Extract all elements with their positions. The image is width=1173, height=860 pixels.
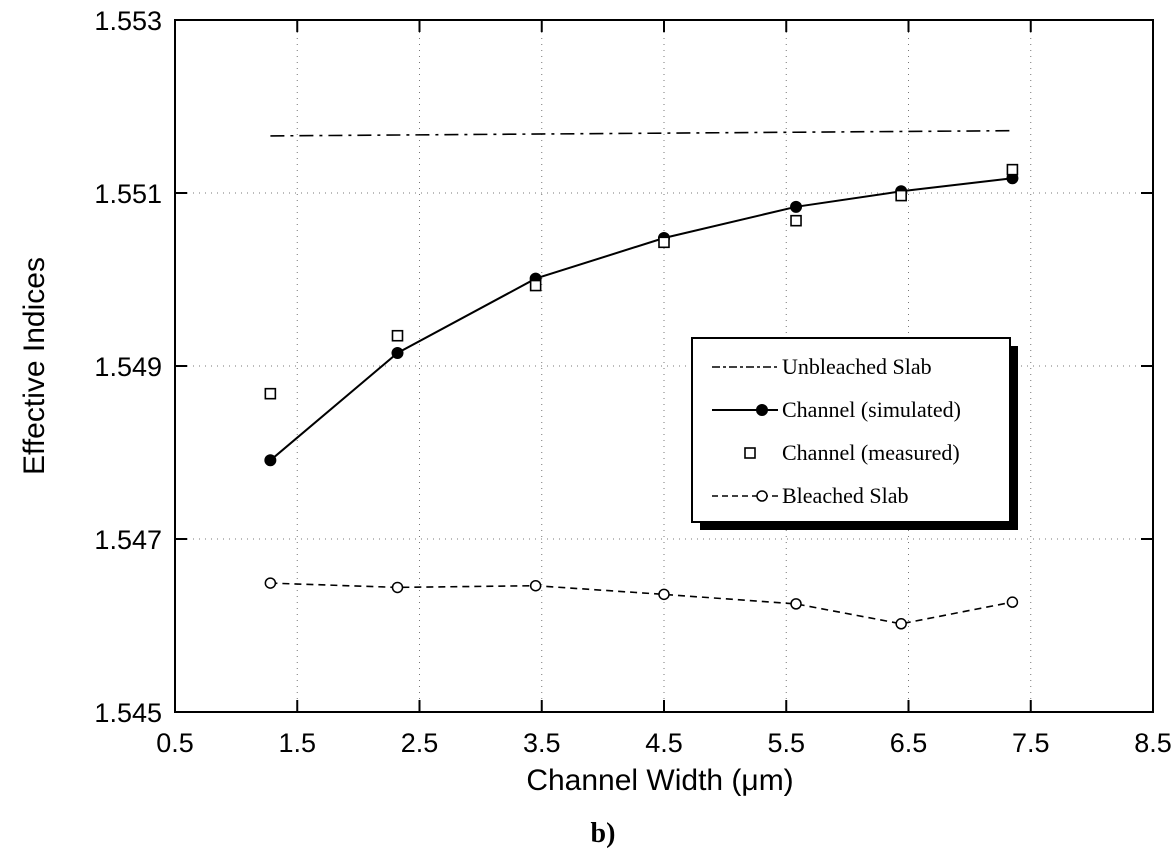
data-point (391, 329, 404, 342)
legend-label: Channel (measured) (782, 440, 960, 465)
data-point (1006, 163, 1019, 176)
x-tick-label: 6.5 (890, 728, 928, 758)
series-layer (264, 129, 1019, 630)
legend-box (691, 337, 1011, 523)
data-point (658, 588, 670, 601)
data-point (264, 577, 277, 589)
data-point (391, 347, 404, 360)
data-point (529, 279, 542, 292)
legend-label: Channel (simulated) (782, 397, 961, 422)
x-tick-label: 3.5 (523, 728, 561, 758)
y-tick-label: 1.553 (94, 6, 162, 36)
x-tick-label: 7.5 (1012, 728, 1050, 758)
panel-label: b) (591, 818, 616, 849)
legend-entry: Bleached Slab (712, 483, 908, 508)
x-tick-label: 4.5 (645, 728, 683, 758)
data-point (658, 236, 670, 249)
data-point (790, 200, 803, 213)
y-axis-title: Effective Indices (18, 257, 51, 475)
legend-marker-sample (744, 447, 756, 459)
data-point (264, 454, 277, 467)
data-point (895, 189, 907, 202)
data-point (264, 387, 277, 400)
legend-marker-sample (756, 404, 768, 416)
legend-marker-sample (756, 490, 768, 502)
legend-entry: Channel (simulated) (712, 397, 961, 422)
series-bleached-slab (264, 577, 1019, 630)
y-tick-label: 1.551 (94, 179, 162, 209)
x-tick-label: 1.5 (278, 728, 316, 758)
x-tick-label: 2.5 (401, 728, 439, 758)
legend-label: Bleached Slab (782, 483, 908, 508)
y-tick-label: 1.547 (94, 525, 162, 555)
x-tick-label: 8.5 (1134, 728, 1172, 758)
series-channel-measured (264, 163, 1019, 400)
series-line (270, 582, 1013, 625)
legend-entry: Channel (measured) (744, 440, 960, 465)
data-point (790, 598, 802, 610)
data-point (529, 579, 542, 592)
data-point (391, 581, 404, 594)
legend-entry: Unbleached Slab (712, 354, 932, 379)
legend-label: Unbleached Slab (782, 354, 932, 379)
legend: Unbleached Slab Channel (simulated) Channe… (691, 337, 1018, 530)
x-axis-title: Channel Width (μm) (526, 764, 793, 797)
data-point (895, 618, 907, 630)
axis-ticks: 0.5 1.5 2.5 3.5 4.5 5.5 6.5 7.5 8.5 1.545 1.547 1.5… (94, 6, 1171, 758)
series-unbleached-slab (270, 129, 1013, 137)
series-line (270, 129, 1013, 137)
x-tick-label: 0.5 (156, 728, 194, 758)
data-point (1006, 596, 1019, 608)
x-tick-label: 5.5 (767, 728, 805, 758)
y-tick-label: 1.549 (94, 352, 162, 382)
data-point (790, 214, 802, 227)
y-tick-label: 1.545 (94, 698, 162, 728)
